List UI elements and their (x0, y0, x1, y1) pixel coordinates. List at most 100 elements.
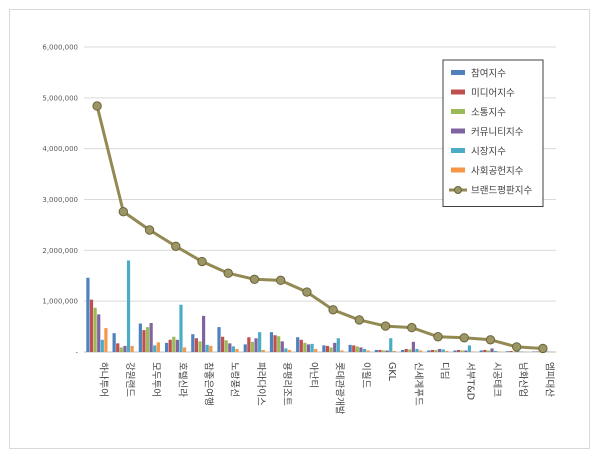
bar-사회공헌지수 (392, 350, 396, 352)
bar-시장지수 (441, 349, 445, 352)
bar-시장지수 (284, 348, 288, 352)
bar-사회공헌지수 (418, 350, 423, 352)
bar-시장지수 (100, 339, 104, 352)
bar-시장지수 (362, 348, 367, 352)
bar-미디어지수 (142, 330, 146, 352)
y-tick-label: 1,000,000 (42, 298, 78, 306)
bar-소통지수 (460, 350, 464, 352)
bar-미디어지수 (168, 339, 172, 352)
legend-swatch (451, 167, 465, 173)
bar-커뮤니티지수 (516, 351, 520, 352)
x-tick-label: 강원랜드 (124, 362, 135, 397)
bar-커뮤니티지수 (202, 315, 206, 352)
bar-참여지수 (269, 332, 274, 352)
x-tick-label: 참좋은여행 (203, 362, 215, 406)
bar-미디어지수 (457, 349, 461, 352)
line-marker (144, 225, 155, 235)
bar-참여지수 (400, 349, 405, 352)
y-tick-label: 4,000,000 (42, 145, 78, 153)
bar-사회공헌지수 (523, 351, 528, 353)
line-marker (485, 335, 496, 345)
bar-커뮤니티지수 (490, 348, 494, 352)
legend-swatch (451, 89, 465, 95)
bar-미디어지수 (116, 343, 120, 352)
legend-swatch (451, 128, 465, 134)
bar-미디어지수 (299, 339, 303, 352)
bar-커뮤니티지수 (123, 345, 127, 352)
bar-커뮤니티지수 (385, 350, 389, 352)
y-tick-label: 3,000,000 (42, 196, 78, 204)
bar-소통지수 (408, 349, 412, 352)
bar-미디어지수 (352, 345, 356, 352)
bar-시장지수 (494, 350, 498, 352)
legend-swatch (451, 109, 465, 114)
bar-참여지수 (191, 334, 195, 352)
bar-사회공헌지수 (366, 350, 370, 352)
bar-사회공헌지수 (497, 351, 501, 352)
bar-소통지수 (172, 336, 176, 352)
bar-커뮤니티지수 (280, 341, 284, 352)
legend-label: 소통지수 (471, 108, 506, 119)
bar-사회공헌지수 (209, 345, 213, 352)
bar-커뮤니티지수 (411, 341, 415, 352)
bar-미디어지수 (194, 338, 198, 352)
bar-시장지수 (179, 304, 183, 352)
bar-미디어지수 (247, 337, 251, 352)
x-tick-label: 용평리조트 (281, 362, 292, 406)
line-marker (302, 287, 312, 297)
legend-label: 미디어지수 (471, 88, 515, 99)
bar-참여지수 (217, 327, 221, 352)
bar-소통지수 (250, 341, 255, 352)
bar-커뮤니티지수 (254, 338, 258, 352)
bar-시장지수 (258, 332, 262, 352)
x-tick-label: 남화산업 (517, 362, 529, 397)
bar-소통지수 (513, 351, 517, 352)
bar-미디어지수 (483, 349, 487, 352)
bar-참여지수 (164, 342, 169, 352)
line-marker (459, 333, 469, 343)
bar-커뮤니티지수 (175, 339, 179, 352)
bar-시장지수 (415, 348, 419, 352)
bar-미디어지수 (325, 345, 330, 352)
bar-참여지수 (453, 350, 457, 352)
bar-미디어지수 (430, 349, 434, 352)
bar-참여지수 (532, 351, 536, 352)
bar-커뮤니티지수 (97, 314, 101, 352)
x-tick-label: 엠피대산 (543, 362, 555, 397)
bar-참여지수 (374, 349, 378, 352)
bar-소통지수 (434, 349, 438, 352)
bar-소통지수 (224, 340, 228, 352)
line-marker (538, 343, 548, 354)
bar-미디어지수 (404, 348, 408, 352)
bar-소통지수 (303, 342, 307, 352)
y-tick-label: 6,000,000 (42, 44, 78, 52)
x-tick-label: 서부T&D (465, 362, 476, 400)
bar-소통지수 (277, 336, 281, 352)
x-tick-label: 디딤 (439, 362, 450, 379)
bar-사회공헌지수 (130, 345, 134, 352)
legend-swatch (451, 70, 465, 75)
bar-시장지수 (231, 346, 236, 352)
legend-marker (454, 186, 462, 194)
bar-커뮤니티지수 (149, 323, 153, 352)
line-marker (197, 256, 207, 267)
bar-커뮤니티지수 (228, 343, 232, 352)
line-marker (223, 268, 233, 278)
bar-미디어지수 (509, 350, 513, 352)
x-tick-label: 파라다이스 (255, 362, 266, 406)
bar-소통지수 (381, 350, 386, 352)
bar-참여지수 (86, 277, 90, 352)
x-tick-label: 이월드 (360, 362, 372, 388)
legend-label: 커뮤니티지수 (471, 127, 524, 138)
bar-참여지수 (112, 333, 116, 352)
bar-사회공헌지수 (550, 351, 554, 353)
line-marker (275, 275, 286, 286)
bar-소통지수 (486, 350, 491, 352)
bar-사회공헌지수 (261, 349, 265, 352)
bar-사회공헌지수 (445, 350, 449, 352)
x-tick-label: 시공테크 (491, 362, 502, 397)
bar-소통지수 (355, 346, 359, 352)
bar-참여지수 (243, 344, 247, 352)
bar-참여지수 (138, 323, 142, 352)
